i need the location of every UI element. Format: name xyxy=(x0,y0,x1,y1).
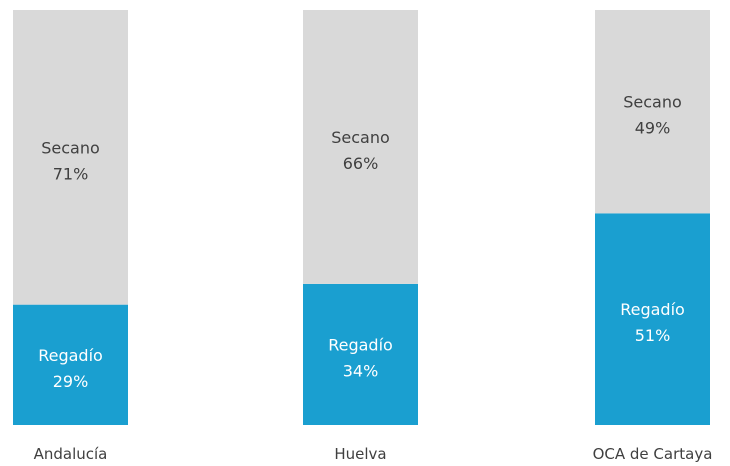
segment-value-huelva-secano: 66% xyxy=(343,154,379,173)
bar-andalucia-regadio xyxy=(13,304,128,425)
bar-andalucia-secano xyxy=(13,10,128,305)
category-label-huelva: Huelva xyxy=(334,445,386,463)
segment-value-andalucia-secano: 71% xyxy=(53,164,89,183)
bar-huelva-regadio xyxy=(303,283,418,425)
segment-name-andalucia-secano: Secano xyxy=(41,138,100,157)
segment-value-oca-de-cartaya-secano: 49% xyxy=(635,119,671,138)
bar-huelva-secano xyxy=(303,10,418,284)
category-label-oca-de-cartaya: OCA de Cartaya xyxy=(593,445,713,463)
segment-value-oca-de-cartaya-regadio: 51% xyxy=(635,326,671,345)
segment-name-andalucia-regadio: Regadío xyxy=(38,346,103,365)
segment-labels-group: Regadío 29% Secano 71% Regadío 34% Secano 66% Re… xyxy=(38,93,685,391)
segment-value-andalucia-regadio: 29% xyxy=(53,372,89,391)
bar-oca-de-cartaya-secano xyxy=(595,10,710,214)
bars-group xyxy=(13,10,710,425)
segment-name-huelva-regadio: Regadío xyxy=(328,335,393,354)
segment-name-oca-de-cartaya-regadio: Regadío xyxy=(620,300,685,319)
segment-value-huelva-regadio: 34% xyxy=(343,361,379,380)
category-labels-group: Andalucía Huelva OCA de Cartaya xyxy=(34,445,713,463)
segment-name-oca-de-cartaya-secano: Secano xyxy=(623,93,682,112)
bar-oca-de-cartaya-regadio xyxy=(595,213,710,425)
category-label-andalucia: Andalucía xyxy=(34,445,108,463)
segment-name-huelva-secano: Secano xyxy=(331,128,390,147)
